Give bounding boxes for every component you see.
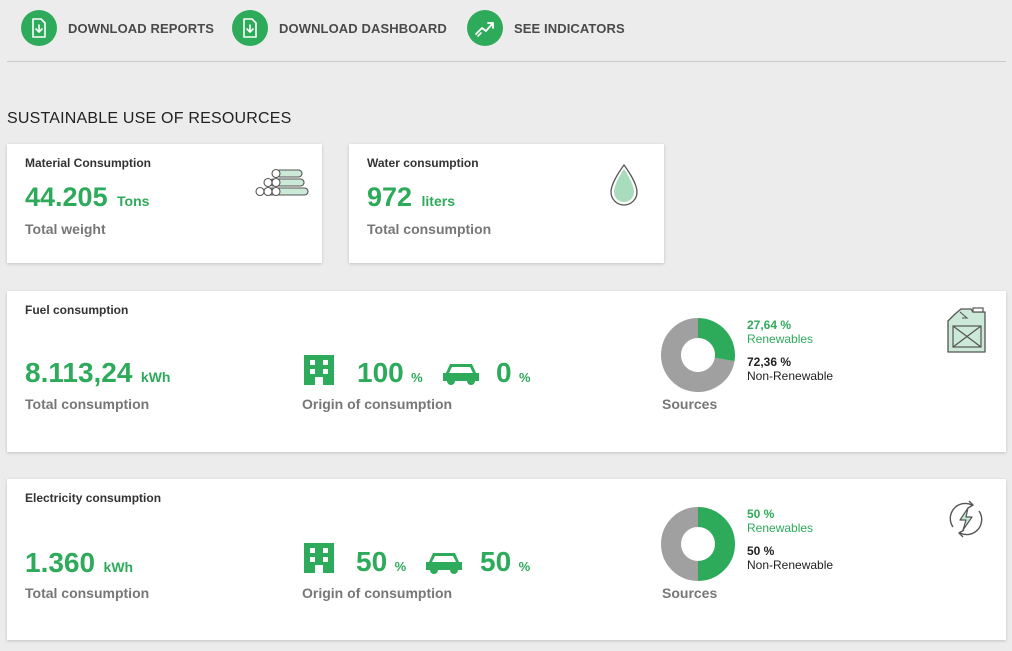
origin-label: Origin of consumption — [302, 396, 453, 412]
water-consumption-card: Water consumption 972 liters Total consu… — [349, 144, 664, 263]
fuel-legend: 27,64 % Renewables 72,36 % Non-Renewable — [747, 318, 833, 383]
percent-unit: % — [518, 559, 531, 574]
fuel-car-origin: 0 % — [496, 357, 531, 389]
nonrenewable-percent: 50 % — [747, 544, 775, 558]
donut-slice-renewable — [697, 507, 735, 581]
card-title: Water consumption — [367, 156, 479, 170]
electricity-unit: kWh — [103, 559, 134, 575]
fuel-car-value: 0 — [496, 357, 512, 388]
electricity-car-value: 50 — [480, 546, 512, 577]
fuel-unit: kWh — [140, 369, 171, 385]
car-icon — [424, 551, 464, 580]
material-value: 44.205 — [25, 182, 108, 212]
card-title: Electricity consumption — [25, 491, 162, 505]
fuel-subtitle: Total consumption — [25, 396, 150, 412]
renewable-percent: 27,64 % — [747, 318, 792, 332]
car-icon — [441, 362, 481, 391]
electricity-subtitle: Total consumption — [25, 585, 150, 601]
renewable-energy-icon — [945, 497, 987, 546]
fuel-building-value: 100 — [357, 357, 404, 388]
donut-slice-renewable — [697, 318, 735, 362]
renewable-percent: 50 % — [747, 507, 775, 521]
download-dashboard-label: DOWNLOAD DASHBOARD — [279, 20, 447, 36]
electricity-building-origin: 50 % — [356, 546, 406, 578]
percent-unit: % — [411, 370, 423, 385]
download-file-icon — [232, 10, 268, 46]
fuel-can-icon — [945, 306, 987, 359]
fuel-sources-donut — [661, 318, 735, 392]
percent-unit: % — [394, 559, 407, 574]
material-consumption-card: Material Consumption 44.205 Tons Total w… — [7, 144, 322, 263]
building-icon — [302, 541, 336, 580]
water-subtitle: Total consumption — [367, 221, 492, 237]
fuel-value-row: 8.113,24 kWh — [25, 357, 170, 389]
download-file-icon — [21, 10, 57, 46]
material-unit: Tons — [117, 193, 150, 209]
card-title: Material Consumption — [25, 156, 152, 170]
electricity-car-origin: 50 % — [480, 546, 530, 578]
sources-label: Sources — [662, 396, 718, 412]
water-drop-icon — [607, 162, 641, 213]
nonrenewable-label: Non-Renewable — [747, 369, 834, 383]
toolbar: DOWNLOAD REPORTS DOWNLOAD DASHBOARD SEE … — [0, 0, 1012, 60]
fuel-value: 8.113,24 — [25, 357, 133, 388]
card-title: Fuel consumption — [25, 303, 129, 317]
origin-label: Origin of consumption — [302, 585, 453, 601]
download-reports-label: DOWNLOAD REPORTS — [68, 20, 215, 36]
water-unit: liters — [421, 193, 455, 209]
electricity-value-row: 1.360 kWh — [25, 547, 133, 579]
download-dashboard-button[interactable]: DOWNLOAD DASHBOARD — [232, 10, 447, 46]
sources-label: Sources — [662, 585, 718, 601]
nonrenewable-label: Non-Renewable — [747, 558, 834, 572]
download-reports-button[interactable]: DOWNLOAD REPORTS — [21, 10, 214, 46]
fuel-building-origin: 100 % — [357, 357, 423, 389]
electricity-legend: 50 % Renewables 50 % Non-Renewable — [747, 507, 833, 572]
see-indicators-button[interactable]: SEE INDICATORS — [467, 10, 625, 46]
electricity-value: 1.360 — [25, 547, 96, 578]
renewable-label: Renewables — [747, 521, 814, 535]
donut-slice-nonrenewable — [661, 507, 699, 581]
building-icon — [302, 353, 336, 392]
material-value-row: 44.205 Tons — [25, 182, 149, 213]
electricity-sources-donut — [661, 507, 735, 581]
donut-slice-nonrenewable — [661, 318, 735, 392]
nonrenewable-percent: 72,36 % — [747, 355, 792, 369]
fuel-consumption-card: Fuel consumption 8.113,24 kWh Total cons… — [7, 291, 1006, 452]
indicators-icon — [467, 10, 503, 46]
water-value: 972 — [367, 182, 413, 212]
material-subtitle: Total weight — [25, 221, 106, 237]
section-title: SUSTAINABLE USE OF RESOURCES — [7, 110, 292, 127]
see-indicators-label: SEE INDICATORS — [514, 20, 625, 36]
pipes-icon — [254, 166, 310, 205]
toolbar-divider — [7, 61, 1006, 62]
percent-unit: % — [519, 370, 531, 385]
electricity-consumption-card: Electricity consumption 1.360 kWh Total … — [7, 479, 1006, 640]
electricity-building-value: 50 — [356, 546, 388, 577]
water-value-row: 972 liters — [367, 182, 455, 213]
renewable-label: Renewables — [747, 332, 814, 346]
